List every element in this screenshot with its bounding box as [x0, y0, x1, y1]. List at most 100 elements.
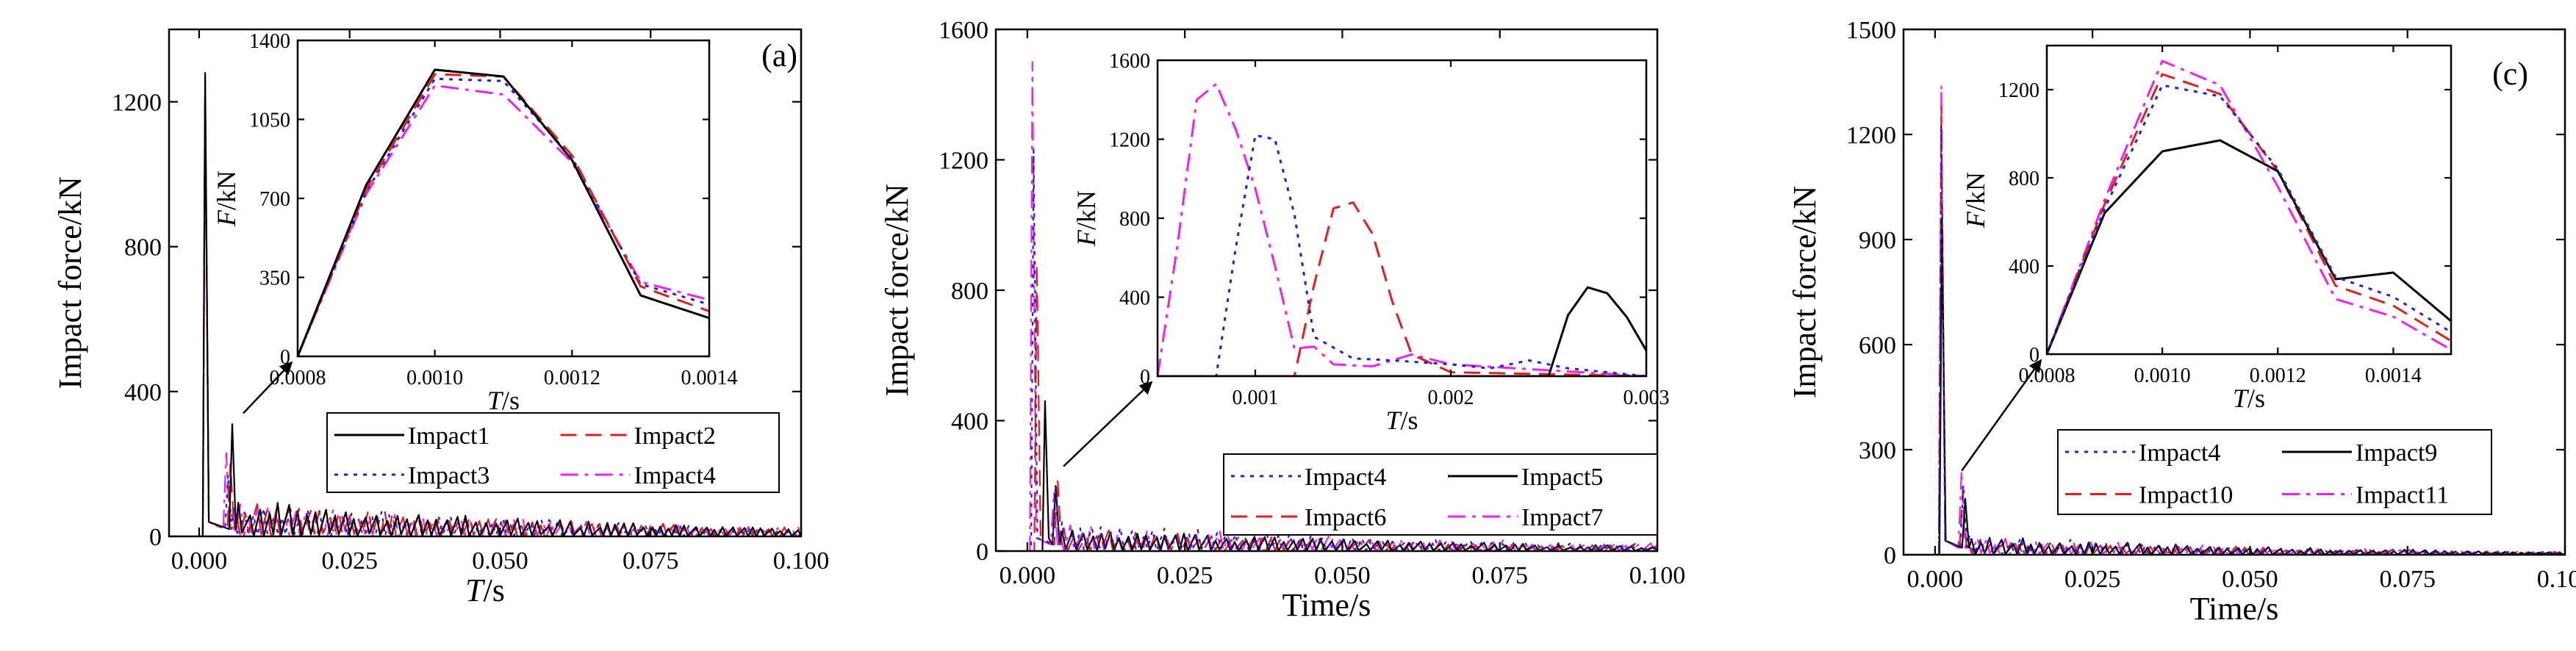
main-xtick-label: 0.050: [1314, 562, 1371, 589]
main-xtick-label: 0.100: [773, 547, 830, 575]
inset-series-line-impact4: [298, 84, 709, 356]
main-ytick-label: 400: [951, 408, 989, 435]
legend-frame: [2057, 429, 2492, 515]
main-ytick-label: 1500: [1846, 17, 1896, 44]
legend-frame: [1223, 453, 1658, 536]
chart-panel-2: 0.000 0.025 0.050 0.075 0.100 0 400 800 1200 1600…: [879, 17, 1685, 623]
y-axis-label: Impact force/kN: [879, 184, 915, 397]
inset-xtick-label: 0.0014: [681, 367, 738, 389]
inset-xtick-label: 0.0012: [544, 367, 600, 389]
inset-series-line-impact9: [2047, 139, 2451, 354]
main-xtick-label: 0.025: [1157, 562, 1213, 589]
inset-xtick-label: 0.0012: [2250, 364, 2306, 387]
legend-frame: [326, 412, 780, 493]
x-axis-label-unit: /s: [2257, 591, 2278, 627]
inset-y-axis-label-unit: /kN: [1072, 190, 1101, 230]
chart-panel-3: 0.000 0.025 0.050 0.075 0.100 0 300 600 900 1200 1…: [1787, 17, 2576, 627]
legend-label-impact7: Impact7: [1521, 504, 1603, 531]
main-ytick-label: 0: [1884, 542, 1896, 569]
legend: Impact4 Impact5 Impact6 Impact7: [1223, 453, 1658, 536]
legend-label-impact6: Impact6: [1305, 504, 1386, 531]
inset-ytick-label: 1400: [249, 30, 290, 53]
inset-xtick-label: 0.0014: [2365, 364, 2422, 387]
legend-label-impact4: Impact4: [2139, 439, 2220, 467]
inset-ytick-label: 400: [2009, 256, 2039, 278]
inset-series-line-impact1: [298, 68, 709, 356]
inset-x-axis-label-unit: /s: [2247, 384, 2265, 413]
inset-x-axis-label: T/s: [2233, 384, 2265, 413]
legend-label-impact2: Impact2: [634, 422, 716, 450]
main-xtick-label: 0.050: [2222, 566, 2278, 593]
inset-background: [298, 40, 709, 356]
inset-axes-frame: [2045, 44, 2453, 356]
y-axis-label: Impact force/kN: [1787, 186, 1823, 399]
inset-xtick-label: 0.0010: [2134, 364, 2191, 387]
inset-y-axis-label-main: F: [212, 209, 241, 227]
x-axis-label-unit: /s: [484, 572, 505, 608]
zoom-arrow: [1961, 359, 2042, 472]
chart-panel-1: 0.000 0.025 0.050 0.075 0.10004008001200T/sI…: [52, 28, 830, 608]
inset-xtick-label: 0.0008: [270, 367, 326, 389]
inset-series-line-impact10: [2047, 73, 2451, 354]
main-xtick-label: 0.075: [623, 547, 679, 575]
main-ytick-label: 400: [124, 379, 162, 406]
inset-y-axis-label-main: F: [1072, 229, 1101, 247]
main-axes-frame: [1902, 28, 2566, 556]
inset-ytick-label: 800: [2009, 168, 2039, 190]
inset-x-axis-label-main: T: [1385, 406, 1402, 435]
series-line-impact2: [199, 79, 801, 536]
main-axes-frame: [168, 28, 803, 538]
inset-xtick-label: 0.003: [1624, 386, 1670, 409]
zoom-arrow: [1063, 381, 1153, 467]
inset-series-line-impact7: [1158, 82, 1646, 376]
main-ytick-label: 300: [1859, 437, 1896, 464]
series-line-impact6: [1027, 263, 1657, 551]
inset-ytick-label: 1200: [1109, 129, 1150, 151]
inset-ytick-label: 400: [1119, 287, 1150, 309]
inset-series-line-impact5: [1158, 286, 1646, 376]
inset-ytick-label: 700: [259, 188, 290, 211]
x-axis-label: T/s: [465, 572, 505, 608]
main-xtick-label: 0.025: [2064, 566, 2121, 593]
main-ytick-label: 1600: [939, 17, 989, 44]
x-axis-label-main: Time: [1282, 587, 1349, 623]
main-ytick-label: 0: [149, 524, 162, 551]
series-line-impact4: [1934, 123, 2565, 555]
y-axis-label: Impact force/kN: [52, 176, 88, 389]
inset-y-axis-label-unit: /kN: [212, 170, 241, 210]
inset-x-axis-label-unit: /s: [1401, 406, 1418, 435]
inset-x-axis-label: T/s: [487, 386, 520, 415]
inset-ytick-label: 1200: [1998, 79, 2039, 102]
legend-label-impact4: Impact4: [634, 462, 716, 489]
main-ytick-label: 1200: [1846, 122, 1896, 149]
series-line-impact4: [1027, 149, 1657, 551]
main-xtick-label: 0.100: [2537, 566, 2576, 593]
legend-label-impact5: Impact5: [1521, 464, 1603, 491]
legend: Impact1 Impact2 Impact3 Impact4: [326, 412, 780, 493]
inset-y-axis-label-main: F: [1961, 211, 1990, 229]
inset-xtick-label: 0.001: [1233, 386, 1279, 409]
inset-x-axis-label: T/s: [1385, 406, 1418, 435]
inset-x-axis-label-main: T: [487, 386, 504, 415]
x-axis-label-main: Time: [2190, 591, 2257, 627]
inset-ytick-label: 350: [259, 267, 290, 289]
main-ytick-label: 600: [1859, 332, 1896, 359]
main-xtick-label: 0.025: [321, 547, 378, 575]
main-xtick-label: 0.050: [472, 547, 528, 575]
inset-xtick-label: 0.0008: [2019, 364, 2075, 387]
main-ytick-label: 1200: [112, 89, 162, 116]
legend-label-impact3: Impact3: [408, 462, 489, 489]
inset-x-axis-label-main: T: [2233, 384, 2250, 413]
legend-label-impact4: Impact4: [1305, 464, 1386, 491]
panel-label: (c): [2492, 56, 2528, 92]
main-xtick-label: 0.075: [1471, 562, 1528, 589]
x-axis-label: Time/s: [2190, 591, 2279, 627]
inset-y-axis-label: F/kN: [1961, 172, 1990, 229]
legend-label-impact1: Impact1: [408, 422, 489, 450]
inset-y-axis-label: F/kN: [212, 170, 241, 227]
inset-background: [1158, 60, 1646, 376]
legend-label-impact11: Impact11: [2356, 482, 2449, 509]
inset-chart: 0.0008 0.0010 0.0012 0.001404008001200T/sF/…: [1961, 44, 2453, 413]
